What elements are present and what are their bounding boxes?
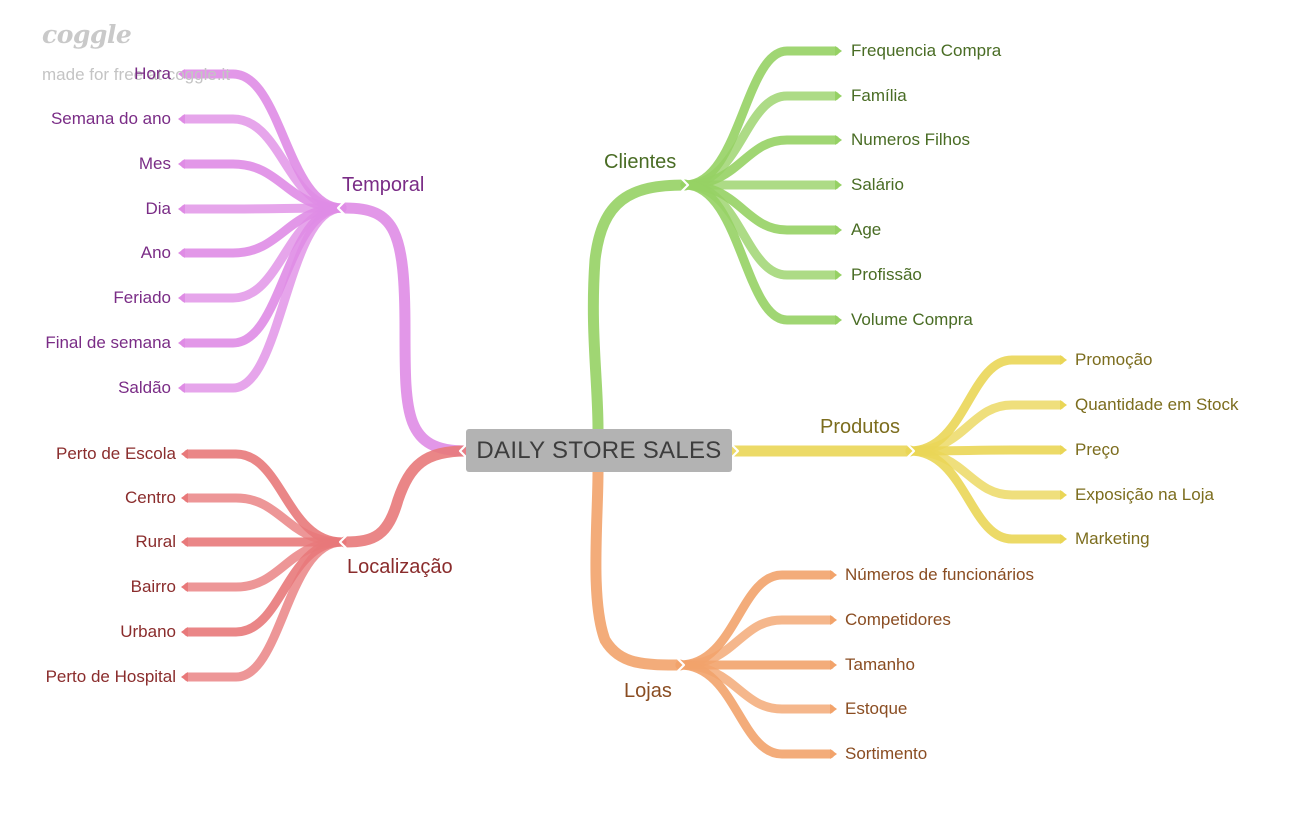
leaf-dia[interactable]: Dia [145,199,171,218]
localizacao-leaf-arrow [181,449,188,459]
coggle-logo: coggle [42,20,132,49]
produtos-leaf-arrow [1060,534,1067,544]
leaf-rural[interactable]: Rural [135,532,176,551]
lojas-leaf-arrow [830,749,837,759]
clientes-leaf-arrow [835,91,842,101]
leaf-sortimento[interactable]: Sortimento [845,744,928,763]
branch-temporal[interactable]: Temporal [342,174,425,196]
temporal-leaf-arrow [178,69,185,79]
produtos-leaf-arrow [1060,490,1067,500]
localizacao-leaf-arrow [181,582,188,592]
clientes-leaf-arrow [835,225,842,235]
localizacao-leaf-connector [183,537,347,682]
lojas-leaf-connector [675,615,835,670]
produtos-leaf-connector [905,400,1065,456]
localizacao-junction-chevron [338,534,348,550]
leaf-mes[interactable]: Mes [138,154,171,173]
leaf-familia[interactable]: Família [851,86,907,105]
localizacao-leaf-connector [183,493,347,547]
temporal-leaf-arrow [178,293,185,303]
clientes-leaf-connector [680,135,840,190]
leaf-frequencia-compra[interactable]: Frequencia Compra [851,41,1002,60]
temporal-main-connector [339,202,472,457]
clientes-junction-chevron [680,177,690,193]
leaf-perto-de-escola[interactable]: Perto de Escola [55,444,176,463]
leaf-bairro[interactable]: Bairro [130,577,176,596]
temporal-leaf-connector [180,69,347,213]
clientes-leaf-arrow [835,135,842,145]
leaf-tamanho[interactable]: Tamanho [845,655,915,674]
leaf-preco[interactable]: Preço [1075,440,1120,459]
leaf-numeros-de-funcionarios[interactable]: Números de funcionários [845,565,1034,584]
leaf-urbano[interactable]: Urbano [120,622,176,641]
clientes-leaf-arrow [835,46,842,56]
temporal-leaf-arrow [178,338,185,348]
leaf-salario[interactable]: Salário [851,175,904,194]
central-topic[interactable]: DAILY STORE SALES [466,429,732,472]
leaf-feriado[interactable]: Feriado [113,288,171,307]
leaf-saldao[interactable]: Saldão [118,378,171,397]
leaf-numeros-filhos[interactable]: Numeros Filhos [851,130,971,149]
leaf-exposicao-na-loja[interactable]: Exposição na Loja [1075,485,1214,504]
clientes-leaf-arrow [835,315,842,325]
lojas-junction-chevron [676,657,686,673]
branch-lojas[interactable]: Lojas [624,680,672,702]
leaf-competidores[interactable]: Competidores [845,610,951,629]
leaf-semana-do-ano[interactable]: Semana do ano [50,109,171,128]
leaf-volume-compra[interactable]: Volume Compra [851,310,973,329]
produtos-leaf-arrow [1060,400,1067,410]
leaf-age[interactable]: Age [851,220,882,239]
leaf-perto-de-hospital[interactable]: Perto de Hospital [45,667,176,686]
clientes-leaf-arrow [835,270,842,280]
branch-clientes[interactable]: Clientes [604,151,677,173]
lojas-main-connector [590,466,686,671]
localizacao-main-connector [339,445,472,548]
lojas-leaf-arrow [830,660,837,670]
lojas-leaf-arrow [830,704,837,714]
made-for-text: made for free at coggle.it [42,65,231,84]
leaf-quantidade-em-stock[interactable]: Quantidade em Stock [1075,395,1239,414]
branch-localizacao[interactable]: Localização [347,556,453,578]
central-topic-label: DAILY STORE SALES [476,436,722,464]
localizacao-leaf-arrow [181,672,188,682]
temporal-leaf-connector [180,203,347,393]
lojas-leaf-arrow [830,615,837,625]
produtos-junction-chevron [906,443,916,459]
center-left-chevron [458,443,468,459]
localizacao-leaf-arrow [181,493,188,503]
leaf-centro[interactable]: Centro [124,488,176,507]
produtos-leaf-arrow [1060,445,1067,455]
produtos-leaf-arrow [1060,355,1067,365]
leaf-promocao[interactable]: Promoção [1075,350,1153,369]
leaf-final-de-semana[interactable]: Final de semana [45,333,171,352]
temporal-leaf-connector [180,159,347,213]
lojas-leaf-connector [675,660,835,759]
temporal-leaf-arrow [178,114,185,124]
leaf-profissao[interactable]: Profissão [851,265,922,284]
lojas-leaf-arrow [830,570,837,580]
center-right-chevron [730,443,740,459]
temporal-leaf-arrow [178,159,185,169]
leaf-hora[interactable]: Hora [134,64,171,83]
temporal-junction-chevron [336,200,346,216]
localizacao-leaf-arrow [181,537,188,547]
clientes-main-connector [587,179,691,435]
localizacao-leaf-arrow [181,627,188,637]
leaf-ano[interactable]: Ano [140,243,171,262]
leaf-marketing[interactable]: Marketing [1075,529,1150,548]
produtos-leaf-connector [905,446,1065,544]
temporal-leaf-arrow [178,383,185,393]
leaf-estoque[interactable]: Estoque [845,699,908,718]
temporal-leaf-arrow [178,204,185,214]
branch-produtos[interactable]: Produtos [820,416,901,438]
temporal-leaf-arrow [178,248,185,258]
clientes-leaf-connector [680,180,840,325]
clientes-leaf-arrow [835,180,842,190]
